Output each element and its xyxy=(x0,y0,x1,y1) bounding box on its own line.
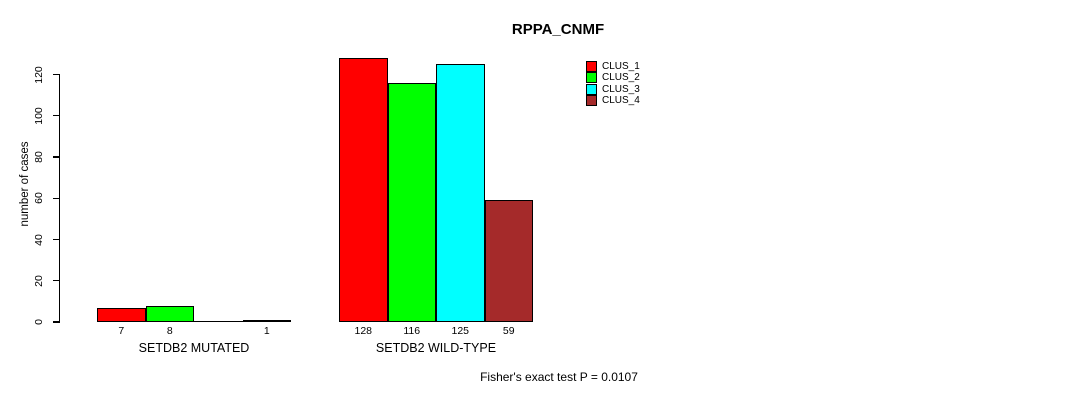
legend-swatch-icon xyxy=(586,61,597,72)
legend-label: CLUS_4 xyxy=(602,95,640,107)
y-tick xyxy=(53,115,59,117)
x-group-label-setdb2-mutated: SETDB2 MUTATED xyxy=(138,341,250,355)
legend-swatch-icon xyxy=(586,95,597,107)
y-tick xyxy=(53,197,59,199)
legend-item-clus-3: CLUS_3 xyxy=(586,83,640,95)
y-tick xyxy=(53,321,59,323)
legend-swatch-icon xyxy=(586,83,597,95)
y-tick xyxy=(53,280,59,282)
bar-clus-1-setdb2-mutated xyxy=(97,307,146,322)
bar-clus-2-setdb2-wild-type xyxy=(387,82,436,322)
bar-value-label: 125 xyxy=(451,325,470,337)
bar-value-label: 116 xyxy=(403,325,421,337)
y-tick xyxy=(53,156,59,158)
legend-item-clus-1: CLUS_1 xyxy=(586,61,640,72)
y-tick xyxy=(53,73,59,76)
bar-value-label: 59 xyxy=(502,325,515,337)
y-tick-label: 60 xyxy=(33,192,45,205)
x-group-label-setdb2-wild-type: SETDB2 WILD-TYPE xyxy=(375,341,497,355)
y-tick-label: 120 xyxy=(33,65,45,84)
legend-label: CLUS_3 xyxy=(602,83,640,95)
y-tick-label: 20 xyxy=(33,274,45,287)
legend-item-clus-4: CLUS_4 xyxy=(586,95,640,107)
bar-value-label: 128 xyxy=(354,325,373,337)
legend-swatch-icon xyxy=(586,72,597,84)
bar-value-label: 1 xyxy=(263,325,270,337)
legend-label: CLUS_1 xyxy=(602,61,640,72)
y-tick-label: 80 xyxy=(33,151,45,163)
bar-clus-4-setdb2-mutated xyxy=(242,319,291,322)
fisher-test-annotation: Fisher's exact test P = 0.0107 xyxy=(480,370,638,384)
y-tick xyxy=(53,238,59,241)
y-tick-label: 100 xyxy=(33,106,45,125)
y-tick-label: 0 xyxy=(33,319,45,325)
y-axis-line xyxy=(59,74,61,323)
legend-label: CLUS_2 xyxy=(602,72,640,84)
bar-clus-2-setdb2-mutated xyxy=(145,305,194,322)
bar-clus-3-setdb2-wild-type xyxy=(436,64,485,322)
bar-clus-1-setdb2-wild-type xyxy=(339,58,388,322)
legend: CLUS_1 CLUS_2 CLUS_3 CLUS_4 xyxy=(586,61,640,107)
legend-item-clus-2: CLUS_2 xyxy=(586,72,640,84)
bar-clus-4-setdb2-wild-type xyxy=(484,200,533,322)
y-tick-label: 40 xyxy=(33,233,45,246)
bar-value-label: 7 xyxy=(118,325,125,337)
chart-title: RPPA_CNMF xyxy=(511,21,605,38)
bar-clus-3-setdb2-mutated xyxy=(194,320,243,322)
bar-value-label: 8 xyxy=(166,325,173,337)
